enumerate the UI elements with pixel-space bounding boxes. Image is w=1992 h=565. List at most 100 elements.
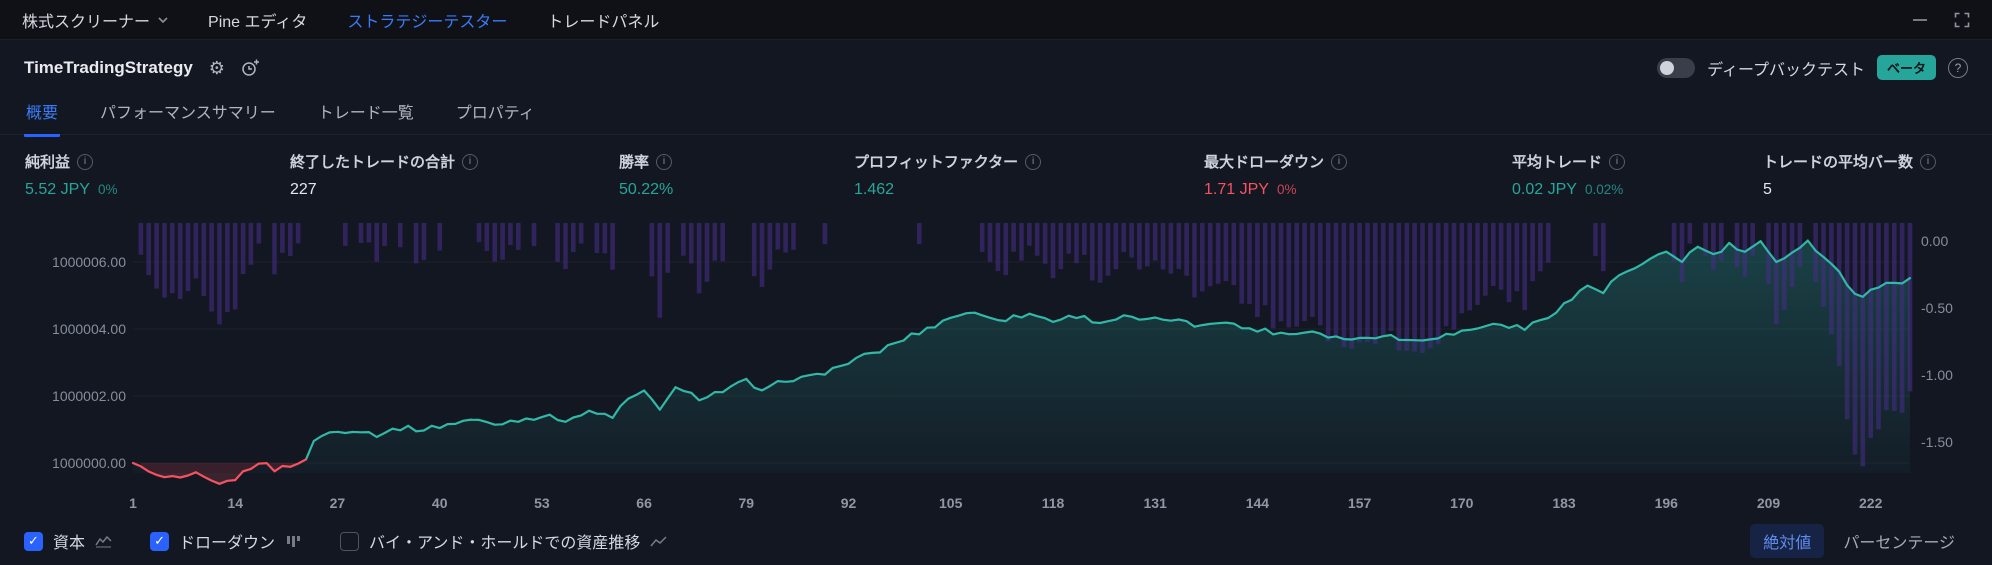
info-icon[interactable]: i [77, 153, 94, 170]
tab-label: ストラテジーテスター [347, 13, 508, 31]
tab-properties[interactable]: プロパティ [455, 105, 535, 122]
svg-text:-1.50: -1.50 [1921, 434, 1953, 450]
stat-label: プロフィットファクター [854, 154, 1019, 171]
svg-text:1000004.00: 1000004.00 [52, 321, 126, 337]
stat-max-drawdown: 最大ドローダウン i 1.71 JPY 0% [1204, 151, 1348, 199]
deep-backtest-toggle[interactable] [1657, 57, 1696, 78]
svg-text:-0.50: -0.50 [1921, 300, 1953, 316]
svg-text:183: 183 [1552, 495, 1576, 511]
equity-chart-area: 1000006.00 1000004.00 1000002.00 1000000.00… [0, 210, 1992, 517]
svg-text:131: 131 [1144, 495, 1168, 511]
toggle-knob [1660, 60, 1675, 75]
legend-drawdown[interactable]: ✓ ドローダウン [150, 529, 302, 553]
stat-subvalue: 0% [1276, 182, 1297, 197]
svg-text:66: 66 [636, 495, 652, 511]
svg-text:209: 209 [1757, 495, 1781, 511]
report-tab-bar: 概要 パフォーマンスサマリー トレード一覧 プロパティ [0, 95, 1992, 137]
minimize-icon[interactable] [1912, 12, 1928, 28]
stat-avg-trade: 平均トレード i 0.02 JPY 0.02% [1512, 151, 1626, 199]
buy-and-hold-checkbox[interactable] [340, 531, 360, 551]
help-icon[interactable]: ? [1948, 57, 1968, 78]
tab-list-of-trades[interactable]: トレード一覧 [317, 105, 414, 122]
stat-label: 平均トレード [1512, 154, 1603, 171]
info-icon[interactable]: i [1331, 153, 1348, 170]
svg-text:53: 53 [534, 495, 550, 511]
drawdown-bars-icon [287, 535, 301, 547]
drawdown-checkbox[interactable]: ✓ [150, 531, 170, 551]
svg-text:1: 1 [129, 495, 137, 511]
tab-strategy-tester[interactable]: ストラテジーテスター [347, 8, 507, 32]
stat-label: 勝率 [619, 154, 650, 171]
svg-text:79: 79 [739, 495, 755, 511]
svg-text:144: 144 [1246, 495, 1270, 511]
add-alert-icon[interactable] [241, 58, 260, 77]
settings-gear-icon[interactable]: ⚙ [208, 57, 225, 78]
info-icon[interactable]: i [1609, 153, 1626, 170]
info-icon[interactable]: i [656, 153, 673, 170]
legend-buy-and-hold[interactable]: バイ・アンド・ホールドでの資産推移 [340, 529, 667, 553]
stat-value: 0.02 JPY [1512, 181, 1577, 198]
percentage-mode-button[interactable]: パーセンテージ [1843, 535, 1955, 552]
info-icon[interactable]: i [1025, 153, 1042, 170]
legend-label: ドローダウン [179, 535, 276, 552]
maximize-icon[interactable] [1954, 12, 1970, 28]
strategy-header: TimeTradingStrategy ⚙ ディープバックテスト ベータ ? [0, 40, 1992, 95]
legend-equity[interactable]: ✓ 資本 [24, 529, 112, 553]
beta-badge: ベータ [1876, 55, 1936, 80]
svg-text:92: 92 [841, 495, 857, 511]
deep-backtest-controls: ディープバックテスト ベータ ? [1657, 55, 1968, 80]
stat-net-profit: 純利益 i 5.52 JPY 0% [25, 151, 117, 199]
tab-stock-screener[interactable]: 株式スクリーナー [22, 8, 168, 32]
buy-hold-line-icon [650, 535, 667, 546]
svg-text:27: 27 [330, 495, 346, 511]
stat-subvalue: 0.02% [1584, 182, 1624, 197]
check-icon: ✓ [28, 533, 39, 548]
svg-text:196: 196 [1655, 495, 1679, 511]
tab-overview[interactable]: 概要 [24, 95, 61, 137]
stat-label: トレードの平均バー数 [1763, 154, 1914, 171]
svg-text:-1.00: -1.00 [1921, 367, 1953, 383]
svg-text:157: 157 [1348, 495, 1372, 511]
svg-text:105: 105 [939, 495, 963, 511]
stat-value: 1.71 JPY [1204, 181, 1269, 198]
svg-text:40: 40 [432, 495, 448, 511]
svg-text:14: 14 [227, 495, 243, 511]
bottom-panel-tab-bar: 株式スクリーナー Pine エディタ ストラテジーテスター トレードパネル [0, 0, 1992, 40]
equity-checkbox[interactable]: ✓ [24, 531, 43, 551]
stat-label: 純利益 [25, 154, 71, 171]
tab-trading-panel[interactable]: トレードパネル [547, 8, 659, 32]
svg-text:118: 118 [1042, 495, 1065, 511]
equity-drawdown-chart[interactable]: 1000006.00 1000004.00 1000002.00 1000000.00… [0, 210, 1992, 517]
stat-value: 227 [290, 181, 317, 198]
info-icon[interactable]: i [462, 153, 479, 170]
tab-label: Pine エディタ [208, 13, 308, 31]
check-icon: ✓ [154, 533, 165, 548]
tab-pine-editor[interactable]: Pine エディタ [208, 8, 307, 32]
stat-value: 5 [1763, 181, 1772, 198]
svg-text:0.00: 0.00 [1921, 233, 1948, 249]
stat-percent-profitable: 勝率 i 50.22% [619, 151, 673, 199]
tab-performance-summary[interactable]: パフォーマンスサマリー [100, 105, 276, 122]
stat-value: 5.52 JPY [25, 181, 90, 198]
svg-text:1000006.00: 1000006.00 [52, 254, 126, 270]
stat-label: 終了したトレードの合計 [290, 154, 456, 171]
panel-window-controls [1912, 12, 1970, 28]
equity-curve-icon [95, 535, 112, 547]
deep-backtest-label: ディープバックテスト [1707, 61, 1865, 79]
tab-label: トレードパネル [547, 13, 660, 31]
value-mode-switch: 絶対値 パーセンテージ [1750, 524, 1968, 558]
stat-value: 1.462 [854, 181, 895, 198]
stat-value: 50.22% [619, 181, 674, 198]
stat-label: 最大ドローダウン [1204, 154, 1325, 171]
stat-total-closed-trades: 終了したトレードの合計 i 227 [290, 151, 479, 199]
svg-text:222: 222 [1859, 495, 1883, 511]
info-icon[interactable]: i [1920, 153, 1937, 170]
svg-text:1000002.00: 1000002.00 [52, 388, 126, 404]
tab-label: 株式スクリーナー [22, 13, 151, 31]
svg-text:170: 170 [1450, 495, 1474, 511]
absolute-mode-button[interactable]: 絶対値 [1750, 524, 1825, 558]
strategy-title: TimeTradingStrategy [24, 57, 193, 77]
stat-subvalue: 0% [97, 182, 118, 197]
chevron-down-icon [158, 16, 168, 23]
